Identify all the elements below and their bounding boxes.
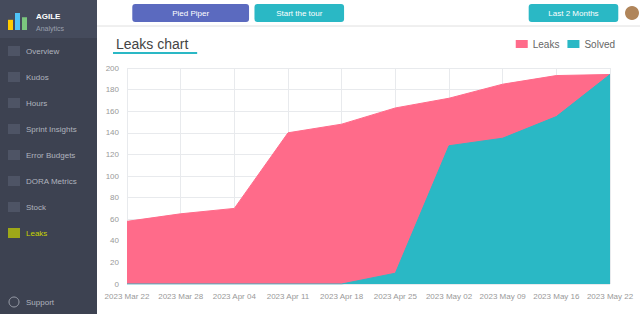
svg-text:180: 180 (106, 85, 120, 94)
svg-text:40: 40 (110, 236, 119, 245)
svg-text:Error Budgets: Error Budgets (26, 151, 75, 160)
svg-text:20: 20 (110, 258, 119, 267)
svg-text:0: 0 (115, 280, 120, 289)
svg-text:Kudos: Kudos (26, 73, 49, 82)
svg-text:2023 Apr 04: 2023 Apr 04 (213, 292, 257, 301)
svg-text:120: 120 (106, 150, 120, 159)
svg-text:Analytics: Analytics (36, 25, 65, 33)
svg-text:Last 2 Months: Last 2 Months (548, 9, 598, 18)
svg-text:2023 May 16: 2023 May 16 (533, 292, 580, 301)
svg-text:2023 Apr 18: 2023 Apr 18 (320, 292, 364, 301)
svg-text:Solved: Solved (584, 39, 615, 50)
svg-text:2023 Apr 11: 2023 Apr 11 (267, 292, 310, 301)
svg-text:2023 Mar 22: 2023 Mar 22 (105, 292, 150, 301)
svg-text:160: 160 (106, 107, 120, 116)
svg-text:Support: Support (26, 298, 55, 307)
svg-text:2023 May 09: 2023 May 09 (480, 292, 527, 301)
svg-text:DORA Metrics: DORA Metrics (26, 177, 77, 186)
svg-text:Hours: Hours (26, 99, 47, 108)
svg-text:Sprint Insights: Sprint Insights (26, 125, 77, 134)
svg-text:2023 Mar 28: 2023 Mar 28 (158, 292, 203, 301)
svg-text:60: 60 (110, 215, 119, 224)
svg-text:Stock: Stock (26, 203, 47, 212)
svg-text:2023 May 02: 2023 May 02 (426, 292, 473, 301)
svg-text:Leaks: Leaks (533, 39, 560, 50)
svg-text:Overview: Overview (26, 47, 60, 56)
svg-text:Leaks chart: Leaks chart (116, 36, 188, 52)
svg-text:AGILE: AGILE (36, 12, 61, 21)
svg-text:Pied Piper: Pied Piper (172, 9, 209, 18)
svg-text:200: 200 (106, 64, 120, 73)
svg-text:Start the tour: Start the tour (276, 9, 323, 18)
svg-text:100: 100 (106, 172, 120, 181)
svg-text:80: 80 (110, 193, 119, 202)
svg-text:2023 May 22: 2023 May 22 (587, 292, 634, 301)
svg-text:140: 140 (106, 128, 120, 137)
svg-text:Leaks: Leaks (26, 229, 47, 238)
svg-text:2023 Apr 25: 2023 Apr 25 (374, 292, 418, 301)
